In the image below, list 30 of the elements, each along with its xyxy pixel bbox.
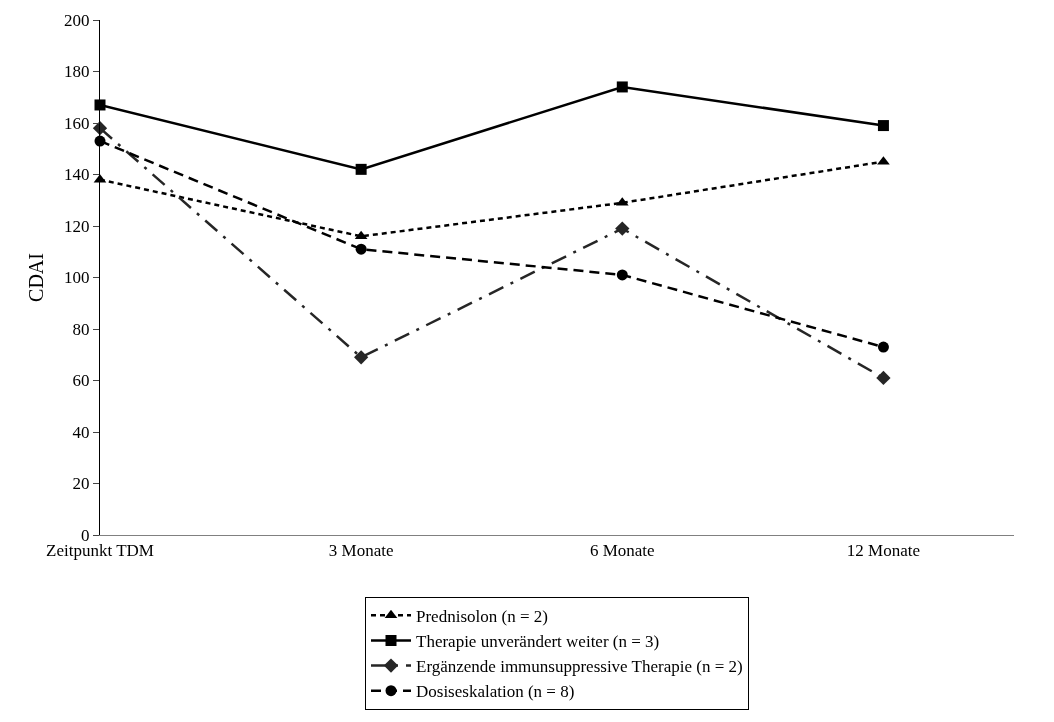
legend-label: Ergänzende immunsuppressive Therapie (n = 2)	[416, 657, 743, 677]
x-tick-label: 3 Monate	[328, 541, 394, 561]
y-tick-label: 120	[64, 216, 90, 236]
point	[353, 350, 369, 365]
y-tick-label: 180	[64, 62, 90, 82]
point	[615, 221, 630, 236]
y-tick-label: 60	[72, 371, 90, 391]
y-tick-label: 80	[72, 319, 90, 339]
point	[877, 120, 889, 132]
y-tick-label: 20	[72, 474, 90, 494]
point	[94, 99, 106, 111]
point	[877, 341, 889, 353]
y-axis-title: CDAI	[24, 253, 47, 302]
y-tick-label: 160	[64, 113, 90, 133]
y-tick-label: 40	[72, 422, 90, 442]
legend-label: Therapie unverändert weiter (n = 3)	[416, 632, 660, 652]
point	[355, 243, 367, 255]
x-tick-label: 12 Monate	[846, 541, 921, 561]
point	[616, 81, 628, 93]
legend-label: Prednisolon (n = 2)	[416, 606, 548, 626]
point	[354, 230, 368, 240]
legend-label: Dosiseskalation (n = 8)	[416, 682, 575, 702]
x-tick-label: 6 Monate	[589, 541, 655, 561]
point	[616, 269, 628, 281]
point	[876, 370, 891, 386]
y-tick-label: 100	[64, 268, 90, 288]
point	[355, 163, 367, 175]
y-tick-label: 200	[64, 10, 90, 30]
y-tick-label: 140	[64, 165, 90, 185]
point	[92, 121, 108, 136]
